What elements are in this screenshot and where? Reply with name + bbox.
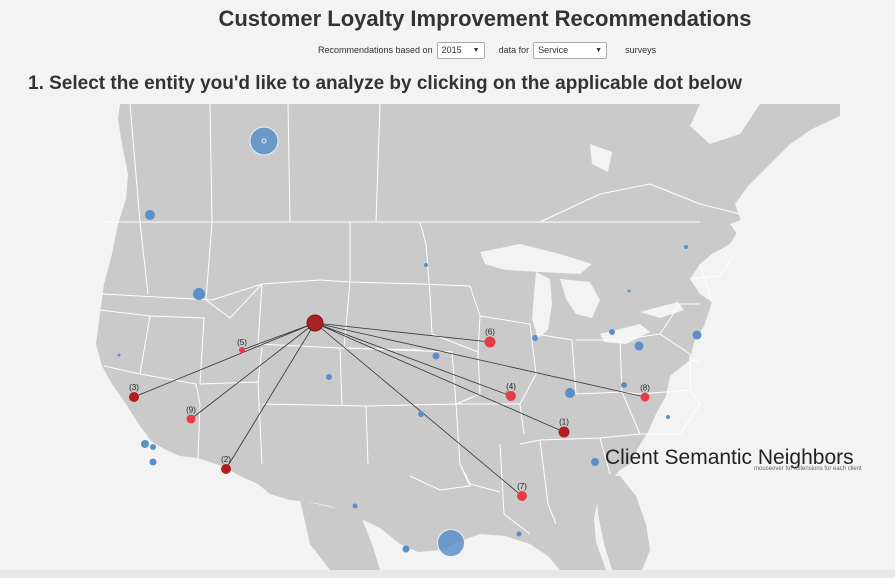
client-dot[interactable] [516, 531, 522, 537]
land-mass [96, 104, 840, 570]
neighbor-dot[interactable] [186, 414, 196, 424]
neighbor-rank-label: (6) [485, 328, 495, 337]
neighbors-hint: mouseover for extensions for each client [754, 466, 862, 472]
client-dot[interactable] [666, 415, 670, 419]
neighbor-rank-label: (4) [506, 382, 516, 391]
neighbor-rank-label: (2) [221, 455, 231, 464]
neighbors-title: Client Semantic Neighbors [605, 446, 854, 469]
client-dot[interactable] [565, 388, 575, 398]
client-dot[interactable] [117, 353, 121, 357]
client-dot[interactable] [627, 289, 631, 293]
neighbor-edge [314, 322, 512, 397]
survey-type-select[interactable]: Service ▼ [533, 41, 608, 59]
client-dot[interactable] [437, 529, 465, 557]
client-dot[interactable] [326, 374, 332, 380]
client-dot[interactable] [591, 458, 599, 466]
filter-controls: Recommendations based on 2015 ▼ data for… [318, 40, 656, 60]
neighbor-dot[interactable] [517, 491, 527, 501]
neighbor-rank-label: (7) [517, 482, 527, 491]
neighbor-edge [314, 322, 491, 343]
map-panel: (1) (2) (3) (4) (5) (6) (7) (8) (9) Client Seman… [0, 104, 895, 570]
lakes [480, 104, 830, 344]
neighbor-rank-label: (1) [559, 418, 569, 427]
client-dot[interactable] [145, 210, 155, 220]
neighbor-edge [190, 322, 316, 420]
client-dot[interactable] [249, 126, 279, 156]
neighbor-edge [225, 322, 316, 470]
client-dot[interactable] [402, 545, 410, 553]
us-map: (1) (2) (3) (4) (5) (6) (7) (8) (9) [96, 104, 840, 570]
client-dot[interactable] [149, 458, 157, 466]
page-title: Customer Loyalty Improvement Recommendat… [218, 6, 752, 31]
client-dot[interactable] [150, 444, 156, 450]
neighbor-edge [314, 322, 523, 497]
neighbor-edges [133, 322, 646, 497]
survey-type-select-value: Service [538, 45, 569, 55]
neighbor-dot[interactable] [640, 392, 650, 402]
selected-client-hub[interactable] [306, 314, 324, 332]
client-dot[interactable] [532, 335, 538, 341]
neighbor-edge [314, 322, 565, 433]
client-dot[interactable] [352, 503, 358, 509]
region-borders [99, 104, 741, 535]
neighbor-rank-label: (3) [129, 383, 139, 392]
neighbor-dot[interactable] [558, 426, 570, 438]
client-dot[interactable] [692, 330, 702, 340]
controls-suffix: surveys [625, 45, 657, 55]
neighbor-dot[interactable] [239, 347, 245, 353]
neighbor-dot[interactable] [129, 392, 139, 402]
client-dot[interactable] [634, 341, 644, 351]
bottom-bar [0, 570, 895, 578]
neighbor-edge [241, 322, 316, 351]
neighbor-rank-label: (8) [640, 384, 650, 393]
client-dot[interactable] [193, 288, 205, 300]
client-dot[interactable] [621, 382, 627, 388]
neighbor-rank-label: (9) [186, 406, 196, 415]
neighbor-edge [314, 322, 646, 398]
client-dot[interactable] [418, 411, 424, 417]
controls-middle: data for [498, 45, 530, 55]
client-dot[interactable] [424, 263, 428, 267]
year-select-value: 2015 [441, 45, 462, 55]
chevron-down-icon: ▼ [472, 46, 480, 54]
neighbor-dot[interactable] [506, 391, 516, 401]
client-dot[interactable] [684, 245, 688, 249]
controls-prefix: Recommendations based on [318, 45, 433, 55]
chevron-down-icon: ▼ [595, 46, 603, 54]
neighbor-dots: (1) (2) (3) (4) (5) (6) (7) (8) (9) [129, 328, 650, 501]
step-heading: 1. Select the entity you'd like to analy… [28, 73, 743, 94]
client-dot-center [261, 138, 267, 144]
client-dot[interactable] [141, 440, 149, 448]
year-select[interactable]: 2015 ▼ [436, 41, 485, 59]
neighbor-edge [133, 322, 316, 398]
neighbor-dot[interactable] [484, 336, 496, 348]
client-dot[interactable] [432, 352, 440, 360]
neighbor-rank-label: (5) [237, 338, 247, 347]
client-dots [117, 126, 702, 557]
neighbor-dot[interactable] [221, 464, 231, 474]
client-dot[interactable] [609, 329, 615, 335]
